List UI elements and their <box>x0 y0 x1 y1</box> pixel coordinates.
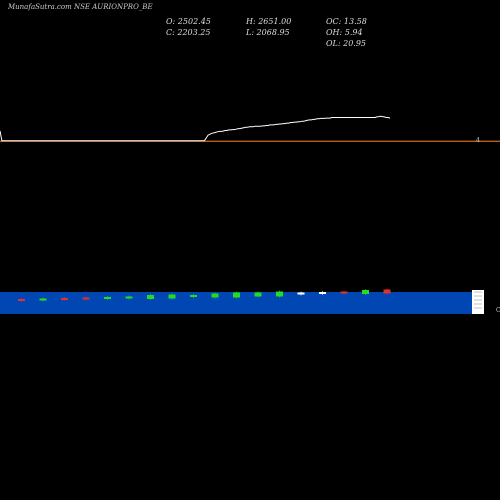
price-series-line <box>0 115 391 142</box>
close-value: C: 2203.25 <box>166 28 211 37</box>
oh-value: OH: 5.94 <box>326 28 363 37</box>
volume-candles-group <box>18 288 391 302</box>
right-edge-marker: 4 <box>476 137 480 144</box>
low-value: L: 2068.95 <box>246 28 290 37</box>
volume-band <box>0 292 472 314</box>
chart-title: MunafaSutra.com NSE AURIONPRO_BE <box>8 3 153 11</box>
ol-value: OL: 20.95 <box>326 39 367 48</box>
high-value: H: 2651.00 <box>246 17 292 26</box>
volume-right-label: C <box>496 307 500 314</box>
oc-value: OC: 13.58 <box>326 17 367 26</box>
open-value: O: 2502.45 <box>166 17 211 26</box>
volume-band-end-marks <box>472 290 484 314</box>
